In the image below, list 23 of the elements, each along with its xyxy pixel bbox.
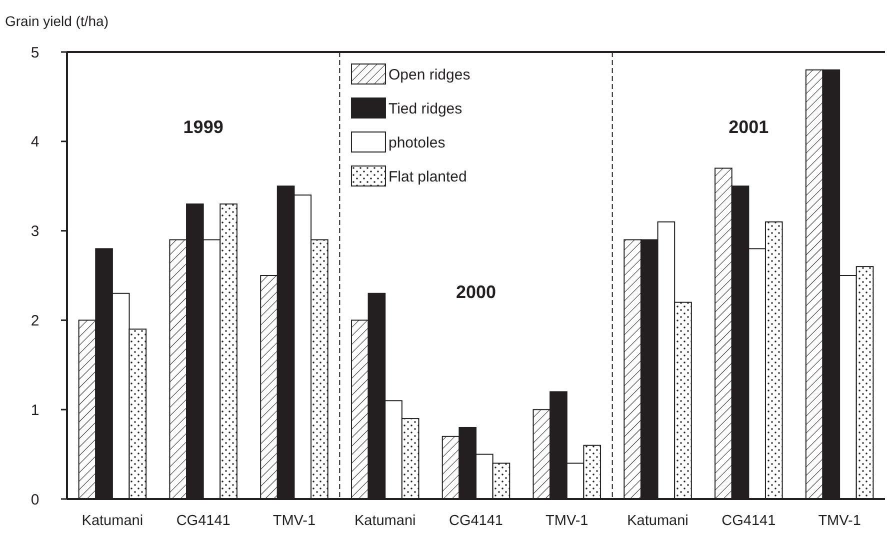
x-tick-label: CG4141 <box>448 513 504 529</box>
annotation: 2000 <box>456 282 496 302</box>
legend-label: Open ridges <box>388 66 470 84</box>
y-tick-label: 0 <box>30 491 40 508</box>
x-tick-label: CG4141 <box>722 513 776 529</box>
y-tick-label: 5 <box>30 44 40 62</box>
y-tick-label: 4 <box>30 134 40 151</box>
x-tick-label: TMV-1 <box>272 513 316 529</box>
y-tick-label: 3 <box>30 223 40 240</box>
legend-label: Flat planted <box>388 168 467 186</box>
x-tick-label: Katumani <box>82 513 144 529</box>
legend-label: Tied ridges <box>388 100 462 118</box>
annotation: 2001 <box>728 117 769 137</box>
annotation: 1999 <box>183 117 224 137</box>
legend-label: photoles <box>388 134 446 152</box>
x-tick-label: TMV-1 <box>818 513 861 529</box>
y-tick-label: 2 <box>30 312 40 330</box>
x-tick-label: TMV-1 <box>546 513 588 529</box>
x-tick-label: Katumani <box>354 513 416 529</box>
y-axis-title: Grain yield (t/ha) <box>5 13 108 29</box>
x-tick-label: Katumani <box>627 513 688 529</box>
y-tick-label: 1 <box>30 402 40 419</box>
x-tick-label: CG4141 <box>176 513 230 529</box>
